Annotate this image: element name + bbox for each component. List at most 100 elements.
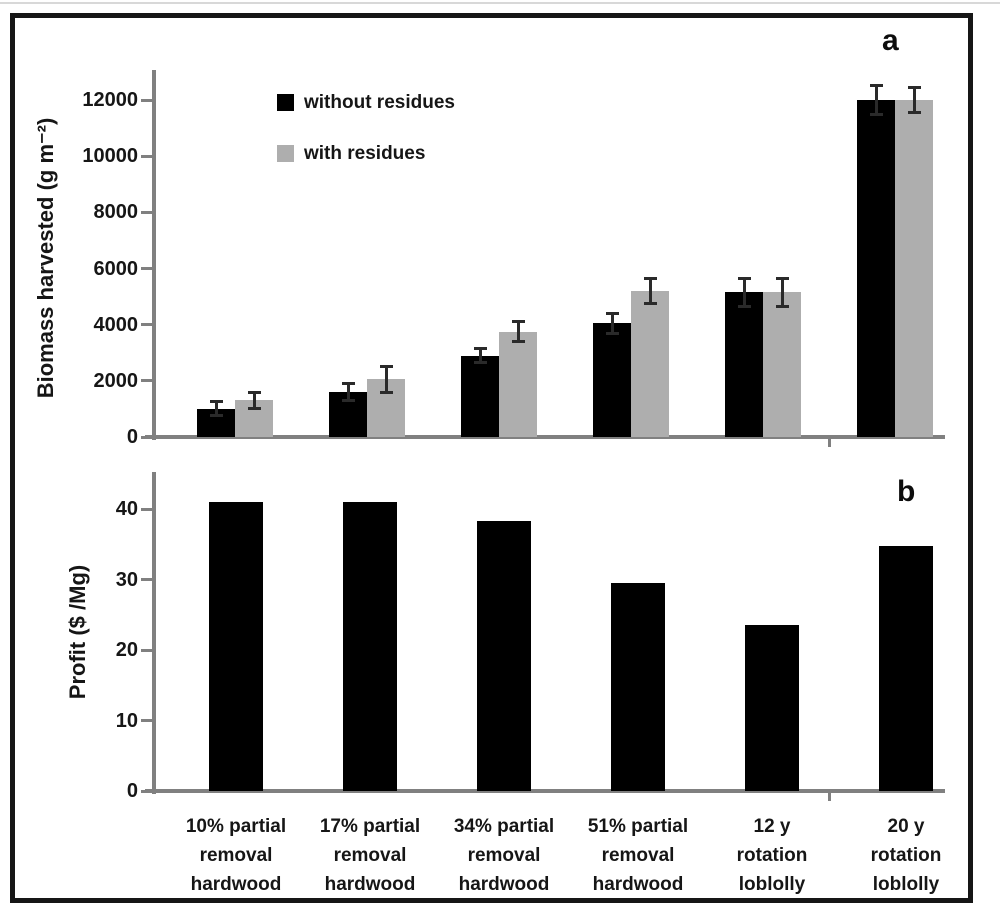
x-category-label-line: hardwood	[592, 874, 684, 895]
error-bar-cap	[511, 320, 525, 324]
error-bar-cap	[907, 85, 921, 89]
legend-swatch-gray-icon	[277, 145, 294, 162]
y-tick-mark	[141, 507, 152, 511]
legend-label: without residues	[304, 92, 455, 113]
y-tick-label: 40	[115, 498, 138, 520]
x-category-label-line: 10% partial	[185, 816, 287, 837]
top-rule-divider	[0, 2, 1000, 4]
y-tick-mark	[141, 323, 152, 327]
error-bar	[780, 278, 784, 307]
error-bar-cap	[869, 84, 883, 88]
x-category-label-line: 12 y	[753, 816, 791, 837]
error-bar-cap	[737, 276, 751, 280]
panel-a-y-axis-line	[152, 70, 156, 440]
y-tick-label: 0	[126, 426, 138, 448]
error-bar-cap	[473, 361, 487, 365]
error-bar-cap	[511, 340, 525, 344]
y-tick-mark	[141, 154, 152, 158]
x-category-label-line: hardwood	[190, 874, 282, 895]
error-bar	[478, 348, 482, 363]
bar-Profit-0	[209, 501, 263, 791]
error-bar	[912, 87, 916, 113]
error-bar	[610, 313, 614, 334]
y-tick-label: 0	[126, 780, 138, 802]
y-tick-mark	[141, 435, 152, 439]
bar-with-residues-3	[631, 290, 669, 437]
error-bar-cap	[775, 276, 789, 280]
x-category-label-line: 20 y	[887, 816, 925, 837]
x-category-label-line: removal	[333, 845, 407, 866]
error-bar-cap	[737, 304, 751, 308]
error-bar-cap	[643, 276, 657, 280]
panel-a-x-axis-tick	[828, 439, 831, 447]
y-tick-label: 20	[115, 639, 138, 661]
x-category-label-line: 51% partial	[587, 816, 689, 837]
y-tick-mark	[141, 648, 152, 652]
bar-with-residues-2	[499, 331, 537, 437]
x-category-label-line: loblolly	[872, 874, 940, 895]
error-bar	[516, 321, 520, 342]
x-category-label-line: rotation	[736, 845, 808, 866]
panel-a-letter: a	[882, 24, 899, 57]
x-category-label-line: 34% partial	[453, 816, 555, 837]
x-category-label-line: removal	[199, 845, 273, 866]
x-category-label-1: 17% partial removal hardwood	[300, 812, 440, 899]
error-bar-cap	[605, 311, 619, 315]
x-category-label-0: 10% partial removal hardwood	[166, 812, 306, 899]
error-bar-cap	[341, 398, 355, 402]
y-tick-label: 12000	[82, 89, 138, 111]
panel-b-y-axis-line	[152, 472, 156, 794]
error-bar-cap	[247, 407, 261, 411]
bar-Profit-1	[343, 501, 397, 791]
x-category-label-4: 12 y rotation loblolly	[702, 812, 842, 899]
bar-Profit-4	[745, 625, 799, 791]
error-bar-cap	[869, 112, 883, 116]
error-bar-cap	[775, 304, 789, 308]
bar-Profit-5	[879, 545, 933, 791]
x-category-label-line: 17% partial	[319, 816, 421, 837]
y-tick-label: 10	[115, 709, 138, 732]
error-bar-cap	[605, 331, 619, 335]
panel-b-x-axis-tick	[828, 793, 831, 801]
x-category-label-3: 51% partial removal hardwood	[568, 812, 708, 899]
panel-b-letter: b	[897, 475, 916, 508]
error-bar-cap	[379, 390, 393, 394]
error-bar-cap	[473, 347, 487, 351]
bar-with-residues-5	[895, 100, 933, 437]
x-category-label-line: rotation	[870, 845, 942, 866]
panel-b-x-axis-line	[145, 789, 945, 793]
error-bar-cap	[379, 365, 393, 369]
x-category-label-2: 34% partial removal hardwood	[434, 812, 574, 899]
y-tick-label: 2000	[93, 369, 139, 392]
x-category-label-line: hardwood	[324, 874, 416, 895]
error-bar	[742, 278, 746, 307]
x-category-label-line: removal	[467, 845, 541, 866]
error-bar	[252, 392, 256, 409]
y-tick-mark	[141, 578, 152, 581]
bar-without-residues-5	[857, 100, 895, 437]
error-bar-cap	[907, 111, 921, 115]
y-tick-label: 30	[115, 568, 138, 591]
bar-without-residues-2	[461, 355, 499, 437]
error-bar-cap	[341, 382, 355, 386]
y-tick-label: 10000	[82, 145, 138, 168]
legend-label: with residues	[304, 143, 426, 164]
error-bar-cap	[247, 390, 261, 394]
y-tick-label: 8000	[93, 201, 139, 224]
error-bar	[648, 278, 652, 304]
error-bar	[384, 366, 388, 393]
y-tick-mark	[141, 210, 152, 214]
y-tick-mark	[141, 267, 152, 270]
x-category-label-line: removal	[601, 845, 675, 866]
error-bar	[874, 85, 878, 115]
bar-Profit-2	[477, 520, 531, 791]
error-bar-cap	[209, 400, 223, 404]
y-tick-mark	[141, 98, 152, 102]
bar-without-residues-3	[593, 323, 631, 437]
y-tick-label: 4000	[93, 313, 139, 336]
error-bar	[346, 383, 350, 401]
legend-swatch-black-icon	[277, 94, 294, 111]
x-category-label-5: 20 y rotation loblolly	[836, 812, 976, 899]
y-tick-mark	[141, 719, 152, 722]
